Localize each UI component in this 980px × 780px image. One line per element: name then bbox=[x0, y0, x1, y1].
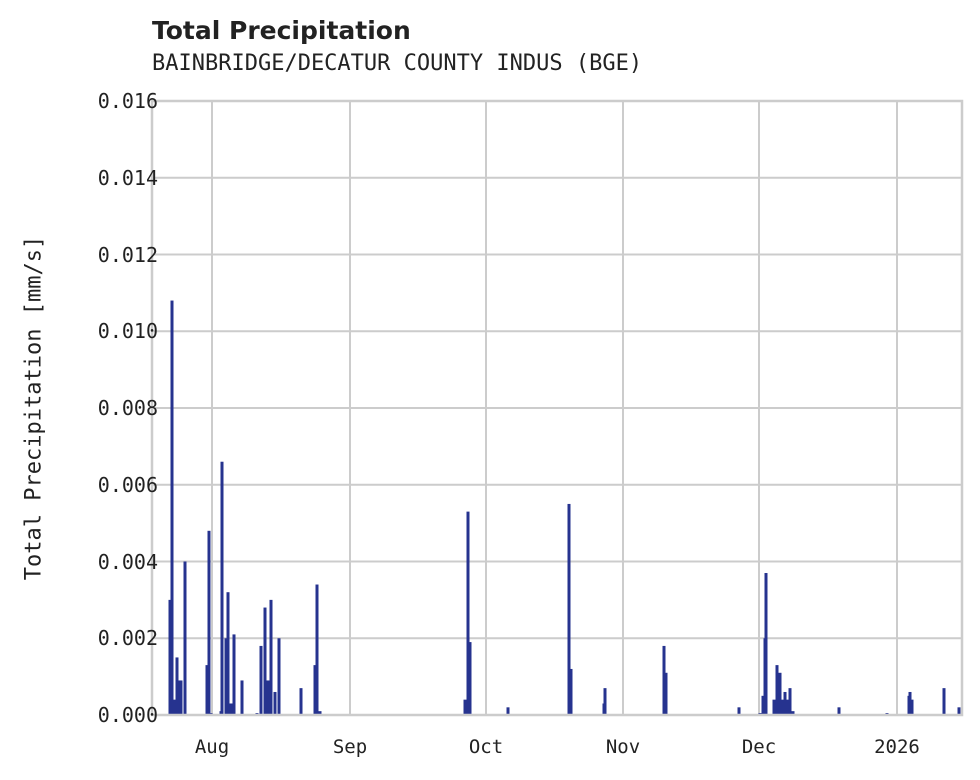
bar bbox=[785, 699, 789, 715]
y-tick-label: 0.010 bbox=[97, 319, 158, 344]
bar bbox=[277, 638, 281, 715]
bar bbox=[942, 688, 946, 715]
bar bbox=[240, 680, 244, 715]
bar bbox=[173, 699, 177, 715]
bar bbox=[468, 642, 472, 715]
y-tick-label: 0.008 bbox=[97, 396, 158, 420]
y-tick-label: 0.002 bbox=[97, 626, 158, 651]
bar bbox=[466, 511, 470, 715]
bar bbox=[664, 672, 668, 715]
x-tick-label: Nov bbox=[605, 736, 641, 758]
bar bbox=[778, 672, 782, 715]
bar bbox=[315, 584, 319, 715]
y-tick-label: 0.004 bbox=[97, 549, 158, 574]
bar bbox=[910, 699, 914, 715]
bar bbox=[224, 638, 228, 715]
bar bbox=[168, 599, 172, 715]
bar bbox=[764, 573, 768, 715]
y-tick-label: 0.016 bbox=[97, 89, 158, 113]
bar bbox=[259, 645, 263, 715]
bar bbox=[783, 691, 787, 715]
bar bbox=[266, 680, 270, 715]
bar bbox=[170, 300, 174, 715]
bar bbox=[908, 691, 912, 715]
bar bbox=[603, 688, 607, 715]
bar bbox=[232, 634, 236, 715]
bar bbox=[791, 711, 795, 715]
chart-title: Total Precipitation bbox=[152, 16, 411, 45]
bar bbox=[177, 680, 181, 715]
y-tick-label: 0.012 bbox=[97, 242, 158, 267]
bar bbox=[299, 688, 303, 715]
x-tick-label: Oct bbox=[468, 736, 504, 758]
bar bbox=[567, 503, 571, 715]
bar bbox=[837, 707, 841, 715]
y-tick-label: 0.000 bbox=[97, 703, 158, 727]
bar bbox=[506, 707, 510, 715]
bar bbox=[772, 699, 776, 715]
bar bbox=[205, 665, 209, 715]
chart-subtitle: BAINBRIDGE/DECATUR COUNTY INDUS (BGE) bbox=[152, 51, 643, 76]
bar bbox=[220, 461, 224, 715]
bar bbox=[788, 688, 792, 715]
bar bbox=[273, 691, 277, 715]
bar bbox=[229, 703, 233, 715]
bar bbox=[463, 699, 467, 715]
bar bbox=[175, 657, 179, 715]
x-tick-label: 2026 bbox=[874, 736, 920, 758]
plot-frame bbox=[150, 99, 964, 717]
bar bbox=[207, 530, 211, 715]
bar bbox=[313, 665, 317, 715]
bar bbox=[263, 607, 267, 715]
bar bbox=[737, 707, 741, 715]
x-tick-label: Sep bbox=[332, 736, 368, 758]
y-tick-label: 0.014 bbox=[97, 165, 158, 190]
x-tick-label: Aug bbox=[194, 736, 230, 758]
bar bbox=[662, 645, 666, 715]
y-tick-label: 0.006 bbox=[97, 472, 158, 497]
bar bbox=[957, 707, 961, 715]
x-tick-label: Dec bbox=[741, 736, 777, 758]
bar bbox=[761, 695, 765, 715]
bar bbox=[269, 599, 273, 715]
bar bbox=[226, 592, 230, 715]
bar bbox=[569, 668, 573, 715]
bar bbox=[183, 561, 187, 715]
bar bbox=[780, 699, 784, 715]
bar bbox=[318, 711, 322, 715]
bar bbox=[775, 665, 779, 715]
bar bbox=[179, 680, 183, 715]
